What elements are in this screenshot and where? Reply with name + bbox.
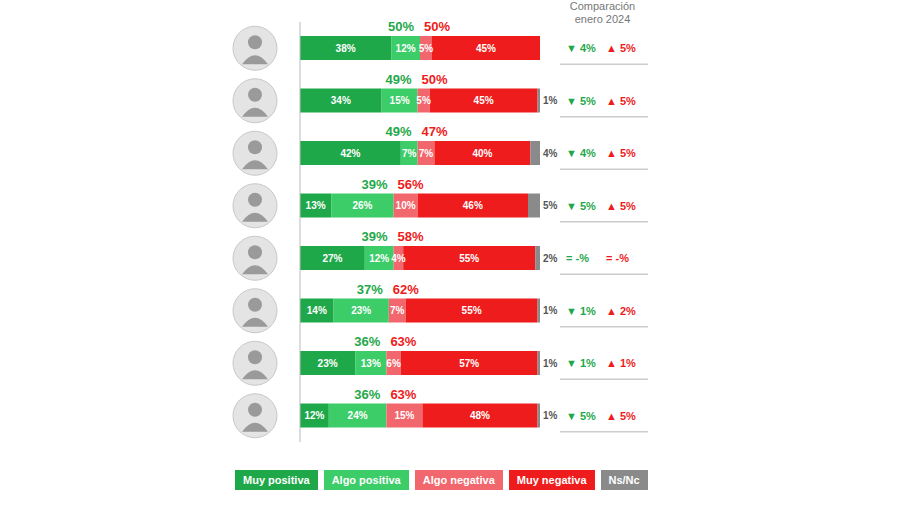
html-text:Comparación enero 2024: Comparación enero 2024 <box>569 0 636 25</box>
svg-text:46%: 46% <box>463 200 483 211</box>
svg-text:▼ 5%: ▼ 5% <box>566 95 596 107</box>
svg-text:▼ 1%: ▼ 1% <box>566 305 596 317</box>
svg-text:36%: 36% <box>354 387 380 402</box>
svg-text:62%: 62% <box>393 282 419 297</box>
svg-text:12%: 12% <box>369 253 389 264</box>
svg-text:55%: 55% <box>462 305 482 316</box>
svg-text:27%: 27% <box>322 253 342 264</box>
svg-text:5%: 5% <box>419 43 434 54</box>
svg-text:1%: 1% <box>543 305 558 316</box>
html-text:Ns/Nc: Ns/Nc <box>608 474 640 486</box>
svg-text:50%: 50% <box>422 72 448 87</box>
svg-text:39%: 39% <box>362 177 388 192</box>
svg-text:4%: 4% <box>391 253 406 264</box>
html-text:Muy negativa: Muy negativa <box>516 474 587 486</box>
html-text:Algo positiva: Algo positiva <box>331 474 401 486</box>
svg-text:49%: 49% <box>386 72 412 87</box>
svg-text:▼ 5%: ▼ 5% <box>566 200 596 212</box>
svg-text:5%: 5% <box>543 200 558 211</box>
svg-text:▲ 5%: ▲ 5% <box>606 147 636 159</box>
svg-text:40%: 40% <box>472 148 492 159</box>
html-text:Muy positiva: Muy positiva <box>243 474 310 486</box>
svg-text:▼ 4%: ▼ 4% <box>566 147 596 159</box>
svg-text:13%: 13% <box>306 200 326 211</box>
svg-text:7%: 7% <box>390 305 405 316</box>
svg-text:56%: 56% <box>398 177 424 192</box>
svg-text:▲ 5%: ▲ 5% <box>606 410 636 422</box>
svg-text:50%: 50% <box>388 19 414 34</box>
svg-text:13%: 13% <box>361 358 381 369</box>
svg-text:2%: 2% <box>543 253 558 264</box>
svg-text:36%: 36% <box>354 334 380 349</box>
svg-text:57%: 57% <box>459 358 479 369</box>
svg-text:45%: 45% <box>474 95 494 106</box>
svg-text:49%: 49% <box>386 124 412 139</box>
svg-text:5%: 5% <box>416 95 431 106</box>
svg-text:12%: 12% <box>304 410 324 421</box>
svg-text:15%: 15% <box>390 95 410 106</box>
svg-text:48%: 48% <box>470 410 490 421</box>
svg-text:▲ 5%: ▲ 5% <box>606 42 636 54</box>
svg-text:4%: 4% <box>543 148 558 159</box>
svg-text:63%: 63% <box>390 334 416 349</box>
svg-text:14%: 14% <box>307 305 327 316</box>
svg-text:23%: 23% <box>318 358 338 369</box>
svg-text:34%: 34% <box>331 95 351 106</box>
svg-text:26%: 26% <box>352 200 372 211</box>
svg-text:58%: 58% <box>398 229 424 244</box>
svg-text:1%: 1% <box>543 410 558 421</box>
svg-text:24%: 24% <box>348 410 368 421</box>
svg-text:38%: 38% <box>336 43 356 54</box>
svg-text:7%: 7% <box>402 148 417 159</box>
svg-text:23%: 23% <box>351 305 371 316</box>
svg-text:= -%: = -% <box>606 252 629 264</box>
svg-text:7%: 7% <box>419 148 434 159</box>
svg-text:▼ 4%: ▼ 4% <box>566 42 596 54</box>
svg-text:39%: 39% <box>362 229 388 244</box>
svg-text:▲ 1%: ▲ 1% <box>606 357 636 369</box>
svg-text:47%: 47% <box>422 124 448 139</box>
svg-text:63%: 63% <box>390 387 416 402</box>
svg-text:55%: 55% <box>459 253 479 264</box>
svg-text:12%: 12% <box>396 43 416 54</box>
svg-text:▼ 5%: ▼ 5% <box>566 410 596 422</box>
svg-text:37%: 37% <box>357 282 383 297</box>
svg-text:50%: 50% <box>424 19 450 34</box>
svg-text:= -%: = -% <box>566 252 589 264</box>
svg-text:45%: 45% <box>476 43 496 54</box>
svg-text:6%: 6% <box>386 358 401 369</box>
svg-text:▲ 5%: ▲ 5% <box>606 200 636 212</box>
svg-text:1%: 1% <box>543 95 558 106</box>
svg-text:10%: 10% <box>396 200 416 211</box>
html-text:Algo negativa: Algo negativa <box>422 474 495 486</box>
svg-text:▲ 5%: ▲ 5% <box>606 95 636 107</box>
svg-text:▲ 2%: ▲ 2% <box>606 305 636 317</box>
svg-text:▼ 1%: ▼ 1% <box>566 357 596 369</box>
svg-text:1%: 1% <box>543 358 558 369</box>
svg-text:15%: 15% <box>394 410 414 421</box>
svg-text:42%: 42% <box>340 148 360 159</box>
